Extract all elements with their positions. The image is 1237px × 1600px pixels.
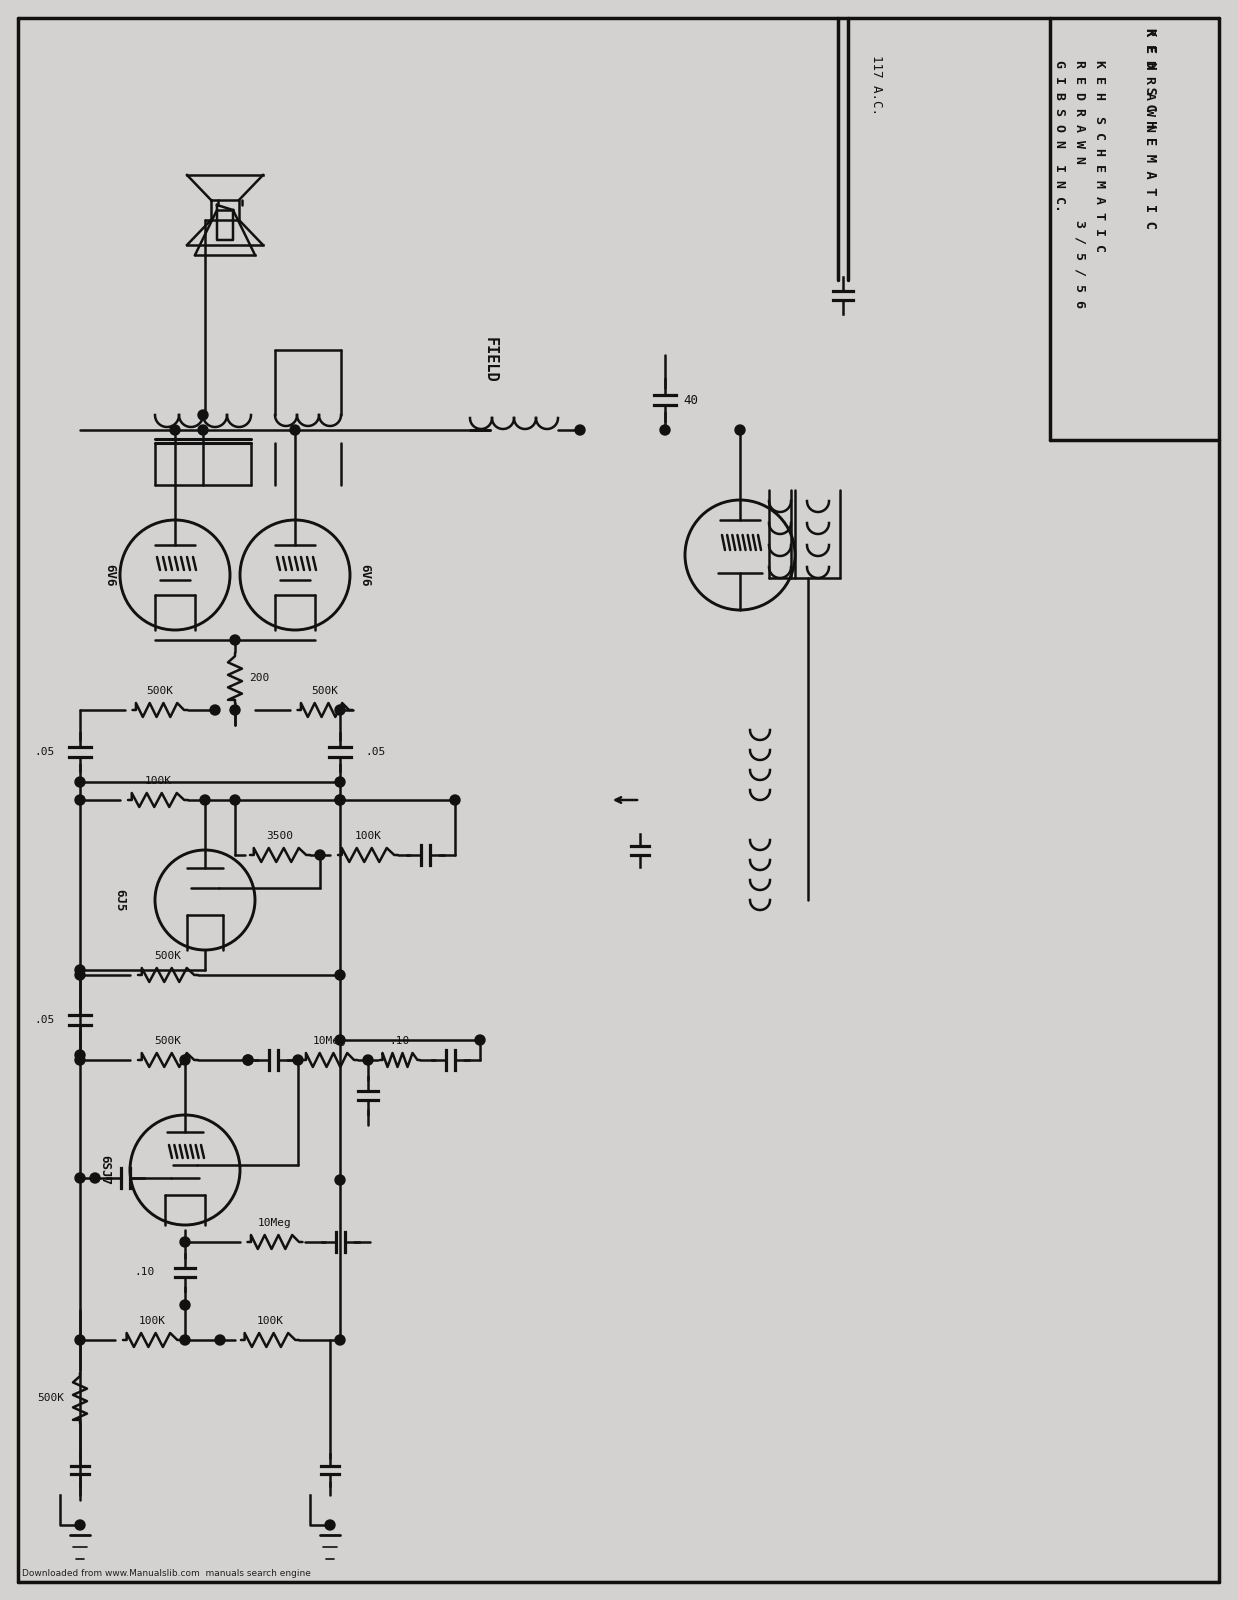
- Text: 100K: 100K: [355, 830, 381, 842]
- Text: 3 / 5 / 5 6: 3 / 5 / 5 6: [1074, 219, 1086, 307]
- Text: 100K: 100K: [139, 1315, 166, 1326]
- Circle shape: [181, 1334, 190, 1346]
- Circle shape: [325, 1520, 335, 1530]
- Text: .05: .05: [35, 747, 54, 757]
- Text: 117 A.C.: 117 A.C.: [870, 54, 883, 115]
- Circle shape: [90, 1173, 100, 1182]
- Circle shape: [75, 970, 85, 979]
- Circle shape: [75, 1520, 85, 1530]
- Text: FIELD: FIELD: [482, 338, 497, 382]
- Circle shape: [242, 1054, 254, 1066]
- Text: 10Meg: 10Meg: [259, 1218, 292, 1229]
- Circle shape: [169, 426, 181, 435]
- Text: 10Meg: 10Meg: [313, 1037, 346, 1046]
- Circle shape: [335, 795, 345, 805]
- Circle shape: [335, 706, 345, 715]
- Circle shape: [200, 795, 210, 805]
- Text: K E H  S C H E M A T I C: K E H S C H E M A T I C: [1094, 59, 1107, 251]
- Circle shape: [198, 410, 208, 419]
- Circle shape: [661, 426, 670, 435]
- Text: 6V6: 6V6: [359, 563, 371, 586]
- Circle shape: [75, 778, 85, 787]
- Circle shape: [75, 1050, 85, 1059]
- Text: 500K: 500K: [155, 950, 182, 962]
- Text: 3500: 3500: [266, 830, 293, 842]
- Circle shape: [335, 778, 345, 787]
- Text: 500K: 500K: [37, 1394, 64, 1403]
- Circle shape: [75, 1334, 85, 1346]
- Circle shape: [230, 635, 240, 645]
- Circle shape: [315, 850, 325, 861]
- Circle shape: [181, 1054, 190, 1066]
- Circle shape: [335, 1174, 345, 1186]
- Text: R E D R A W N: R E D R A W N: [1074, 59, 1086, 165]
- Circle shape: [289, 426, 301, 435]
- Text: 100K: 100K: [256, 1315, 283, 1326]
- Text: .10: .10: [390, 1037, 411, 1046]
- Circle shape: [75, 965, 85, 974]
- Circle shape: [335, 795, 345, 805]
- Text: 6J5: 6J5: [114, 888, 126, 912]
- Circle shape: [198, 426, 208, 435]
- Text: 6V6: 6V6: [104, 563, 116, 586]
- Text: 40: 40: [683, 394, 698, 406]
- Circle shape: [362, 1054, 374, 1066]
- Circle shape: [215, 1334, 225, 1346]
- Text: .05: .05: [365, 747, 385, 757]
- Circle shape: [210, 706, 220, 715]
- Circle shape: [335, 1334, 345, 1346]
- Circle shape: [735, 426, 745, 435]
- Circle shape: [230, 795, 240, 805]
- Text: R E D R A W N: R E D R A W N: [1143, 27, 1157, 133]
- Text: 500K: 500K: [312, 686, 339, 696]
- Text: 500K: 500K: [146, 686, 173, 696]
- Circle shape: [75, 1054, 85, 1066]
- Circle shape: [75, 795, 85, 805]
- Circle shape: [181, 1237, 190, 1246]
- Circle shape: [335, 1035, 345, 1045]
- Circle shape: [335, 970, 345, 979]
- Text: 500K: 500K: [155, 1037, 182, 1046]
- Text: .05: .05: [35, 1014, 54, 1026]
- Circle shape: [75, 1173, 85, 1182]
- Text: 6SJ7: 6SJ7: [99, 1155, 111, 1186]
- Text: 200: 200: [249, 674, 270, 683]
- Circle shape: [242, 1054, 254, 1066]
- Text: .10: .10: [135, 1267, 155, 1277]
- Circle shape: [230, 706, 240, 715]
- Text: 100K: 100K: [145, 776, 172, 786]
- Circle shape: [293, 1054, 303, 1066]
- Circle shape: [475, 1035, 485, 1045]
- Text: G I B S O N  I N C.: G I B S O N I N C.: [1054, 59, 1066, 211]
- Circle shape: [181, 1299, 190, 1310]
- Circle shape: [575, 426, 585, 435]
- Text: Downloaded from www.Manualslib.com  manuals search engine: Downloaded from www.Manualslib.com manua…: [22, 1570, 310, 1578]
- Circle shape: [450, 795, 460, 805]
- Text: K E H  S C H E M A T I C: K E H S C H E M A T I C: [1143, 27, 1157, 229]
